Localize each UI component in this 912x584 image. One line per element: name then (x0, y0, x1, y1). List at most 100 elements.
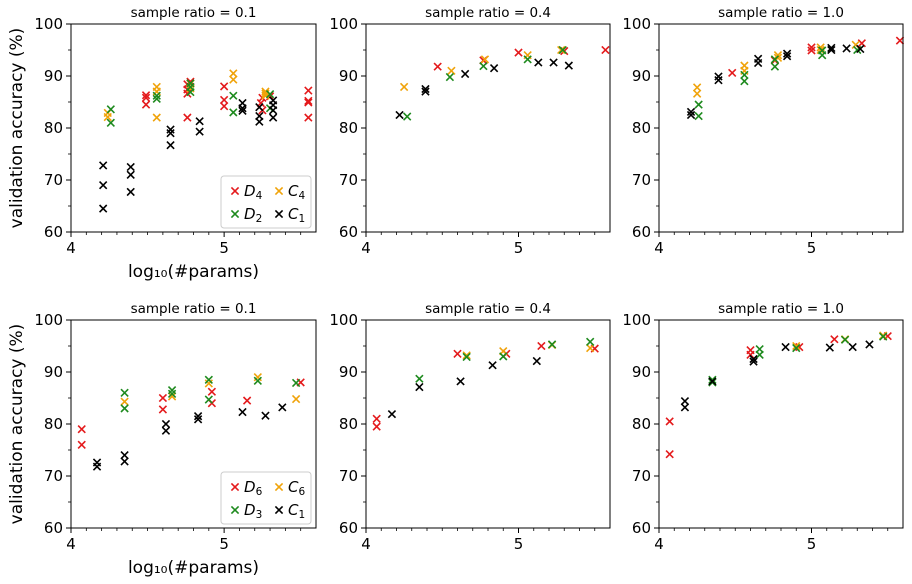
data-point (98, 161, 108, 170)
data-point (807, 46, 816, 55)
marker-stroke (193, 412, 203, 421)
marker-stroke (141, 93, 151, 103)
data-point (433, 62, 442, 71)
marker-stroke (186, 87, 195, 97)
legend-marker (230, 482, 240, 492)
data-point (161, 419, 171, 429)
marker-stroke (807, 46, 816, 55)
legend-marker (274, 186, 284, 196)
marker-stroke (456, 377, 465, 386)
data-point (782, 52, 792, 61)
marker-stroke (103, 112, 112, 122)
marker-stroke (557, 45, 566, 55)
marker-stroke (372, 414, 381, 423)
data-point (749, 354, 758, 364)
marker-stroke (462, 352, 471, 362)
marker-stroke (158, 405, 168, 414)
y-tick-label: 70 (339, 467, 358, 485)
y-tick-label: 100 (622, 311, 651, 329)
x-axis-title: log₁₀(#params) (128, 262, 259, 282)
marker-stroke (186, 79, 195, 88)
marker-stroke (238, 407, 247, 417)
y-tick-label: 60 (339, 223, 358, 241)
data-point (120, 457, 129, 466)
y-tick-label: 80 (339, 415, 358, 433)
x-tick-label: 4 (654, 535, 664, 553)
y-tick-label: 70 (44, 171, 63, 189)
data-point (456, 377, 465, 386)
marker-stroke (304, 96, 313, 106)
marker-stroke (462, 351, 471, 360)
marker-stroke (421, 84, 430, 94)
marker-stroke (268, 113, 278, 122)
legend-label: C4 (288, 182, 305, 202)
marker-stroke (167, 392, 177, 401)
marker-stroke (781, 342, 790, 352)
x-tick-label: 5 (514, 535, 524, 553)
marker-stroke (274, 186, 284, 196)
marker-stroke (488, 361, 497, 370)
marker-stroke (857, 39, 866, 48)
marker-stroke (694, 100, 703, 109)
marker-stroke (415, 382, 424, 392)
y-tick-label: 60 (339, 519, 358, 537)
y-tick-label: 90 (44, 363, 63, 381)
legend-label: D3 (244, 501, 262, 521)
data-point (692, 83, 702, 92)
marker-stroke (304, 113, 313, 122)
panel-3: sample ratio = 1.0 60 70 80 90 100 4 5 (622, 5, 905, 257)
marker-stroke (840, 335, 850, 344)
data-point (255, 117, 264, 126)
marker-stroke (274, 209, 284, 219)
data-point (842, 44, 851, 53)
marker-stroke (403, 112, 412, 121)
marker-stroke (141, 100, 151, 109)
data-point (238, 407, 247, 417)
marker-stroke (120, 397, 129, 406)
marker-stroke (692, 83, 702, 92)
marker-stroke (77, 425, 86, 434)
x-tick-label: 5 (807, 239, 817, 257)
marker-stroke (161, 419, 171, 429)
data-point (445, 72, 455, 82)
data-point (372, 422, 381, 431)
data-point (479, 61, 488, 71)
marker-stroke (708, 375, 717, 384)
data-point (830, 335, 839, 344)
marker-stroke (229, 91, 238, 100)
data-point (98, 204, 108, 213)
data-point (807, 43, 816, 52)
data-point (304, 86, 313, 95)
data-point (186, 79, 195, 88)
data-point (166, 140, 175, 150)
data-point (488, 361, 497, 370)
y-tick-label: 80 (632, 119, 651, 137)
marker-stroke (141, 91, 151, 100)
data-point (195, 127, 204, 136)
panel-2: sample ratio = 0.4 60 70 80 90 100 4 5 (329, 5, 611, 257)
marker-stroke (167, 389, 177, 399)
marker-stroke (753, 58, 763, 68)
marker-stroke (879, 332, 888, 341)
marker-stroke (274, 482, 284, 492)
marker-stroke (195, 117, 204, 126)
marker-stroke (167, 386, 177, 395)
legend-marker (274, 505, 284, 515)
marker-stroke (387, 409, 397, 419)
plot-frame (70, 319, 317, 529)
marker-stroke (152, 94, 161, 104)
marker-stroke (601, 45, 610, 55)
data-point (304, 113, 313, 122)
data-point (460, 69, 470, 79)
marker-stroke (421, 87, 430, 96)
plot-frame (70, 23, 317, 233)
data-point (453, 349, 462, 358)
data-point (120, 451, 129, 460)
legend: D6 C6 D3 C1 (220, 471, 312, 525)
data-point (152, 113, 161, 122)
y-tick-label: 60 (632, 223, 651, 241)
marker-stroke (230, 209, 240, 219)
data-point (92, 462, 102, 471)
data-point (532, 356, 541, 366)
legend-marker (274, 482, 284, 492)
